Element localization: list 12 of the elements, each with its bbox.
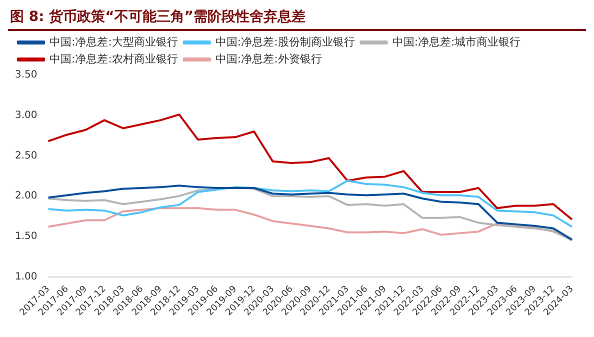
- y-tick-label: 3.50: [15, 70, 38, 81]
- legend-label: 中国:净息差:外资银行: [215, 52, 322, 66]
- legend-label: 中国:净息差:大型商业银行: [50, 35, 178, 48]
- y-tick-label: 2.00: [15, 190, 38, 202]
- y-tick-label: 2.50: [15, 150, 38, 162]
- y-tick-label: 3.00: [15, 110, 38, 121]
- y-tick-label: 1.00: [15, 271, 38, 282]
- legend-label: 中国:净息差:股份制商业银行: [215, 35, 355, 48]
- legend-label: 中国:净息差:城市商业银行: [392, 35, 521, 48]
- y-tick-label: 1.50: [15, 231, 38, 242]
- legend-label: 中国:净息差:农村商业银行: [50, 52, 178, 66]
- chart-title: 图 8: 货币政策“不可能三角”需阶段性舍弃息差: [8, 8, 586, 31]
